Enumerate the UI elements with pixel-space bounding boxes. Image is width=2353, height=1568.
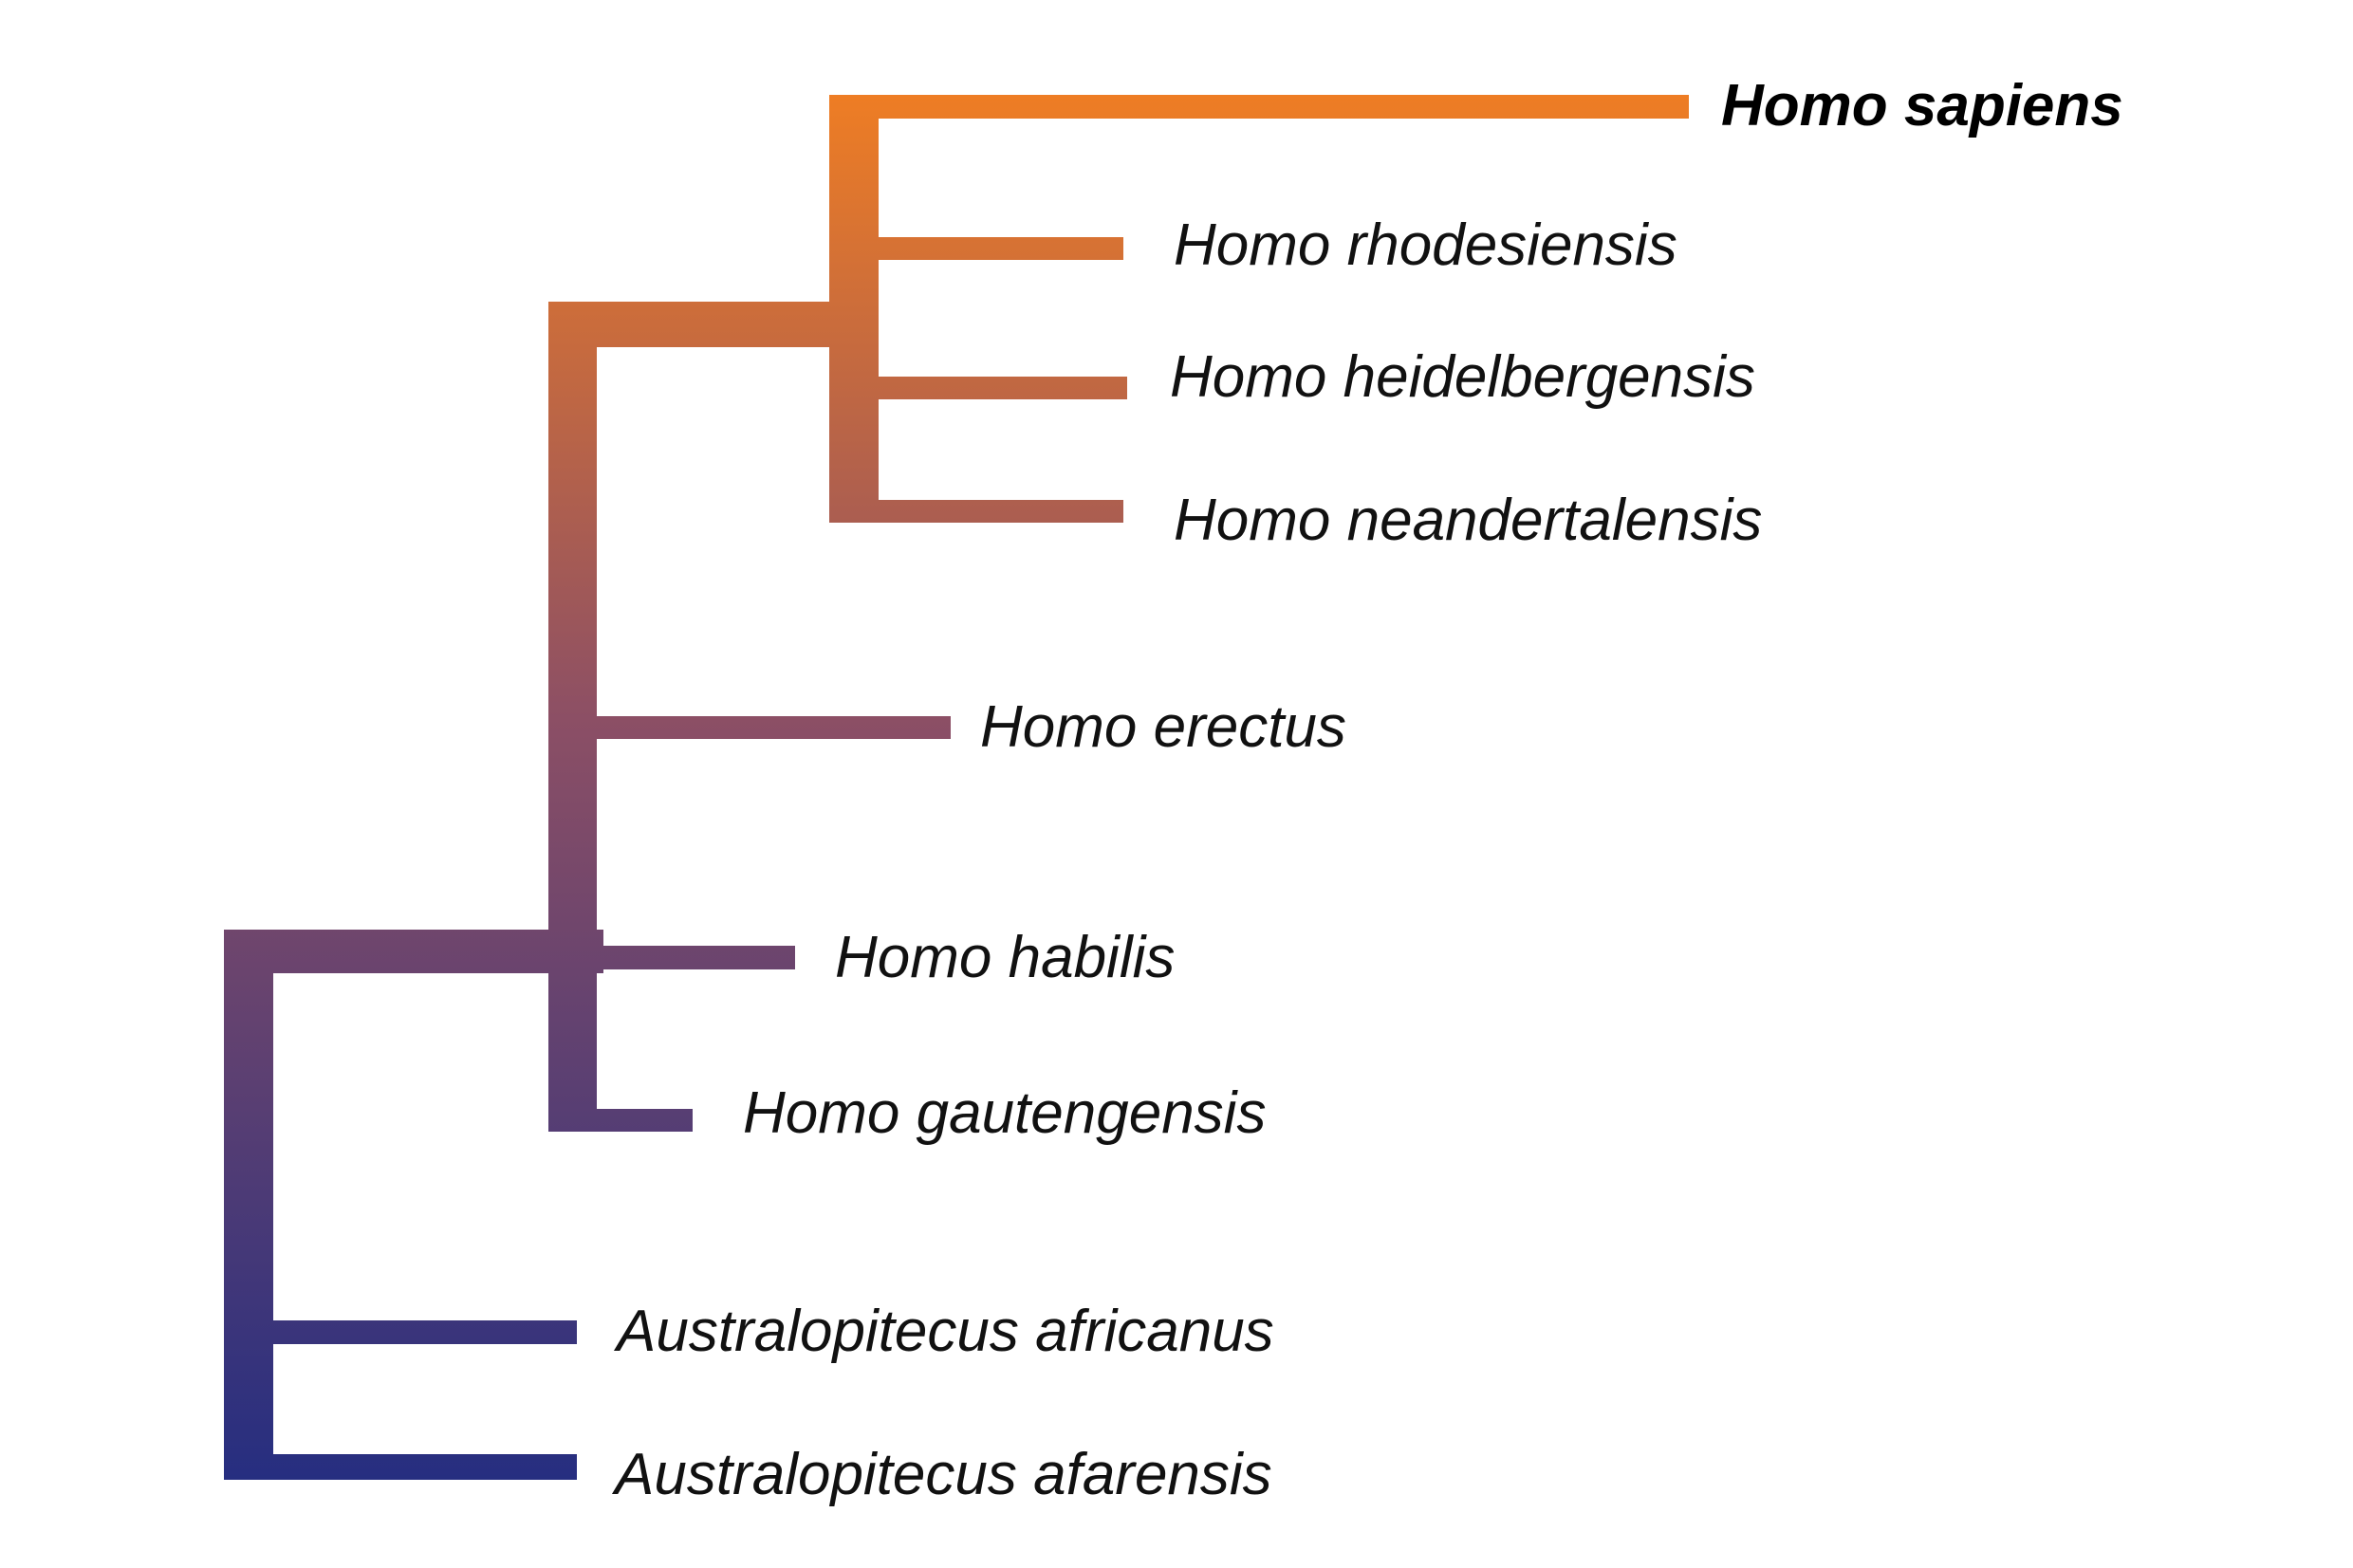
homo-to-late-homo-connector xyxy=(548,302,879,347)
label-homo-erectus: Homo erectus xyxy=(980,694,1346,760)
label-australopitecus-africanus: Australopitecus africanus xyxy=(613,1299,1274,1364)
branch-australopitecus-afarensis xyxy=(224,1454,577,1480)
label-homo-heidelbergensis: Homo heidelbergensis xyxy=(1170,344,1755,410)
label-australopitecus-afarensis: Australopitecus afarensis xyxy=(611,1442,1272,1507)
branch-australopitecus-africanus xyxy=(224,1320,577,1344)
branch-homo-erectus xyxy=(548,716,951,739)
branch-homo-rhodesiensis xyxy=(829,237,1123,260)
root-trunk xyxy=(224,930,273,1480)
branch-homo-gautengensis xyxy=(548,1109,693,1132)
label-homo-neandertalensis: Homo neandertalensis xyxy=(1174,488,1762,553)
branch-homo-neandertalensis xyxy=(829,500,1123,523)
tree-branches xyxy=(224,95,1689,1480)
label-homo-gautengensis: Homo gautengensis xyxy=(743,1080,1266,1146)
late-homo-trunk xyxy=(829,95,879,518)
branch-homo-habilis xyxy=(548,946,795,969)
label-homo-rhodesiensis: Homo rhodesiensis xyxy=(1174,212,1677,278)
label-homo-sapiens: Homo sapiens xyxy=(1721,73,2123,138)
label-homo-habilis: Homo habilis xyxy=(835,925,1175,990)
taxon-labels: Homo sapiens Homo rhodesiensis Homo heid… xyxy=(611,73,2123,1507)
branch-homo-sapiens xyxy=(829,95,1689,119)
branch-homo-heidelbergensis xyxy=(829,377,1127,399)
root-to-homo-connector xyxy=(224,930,603,973)
